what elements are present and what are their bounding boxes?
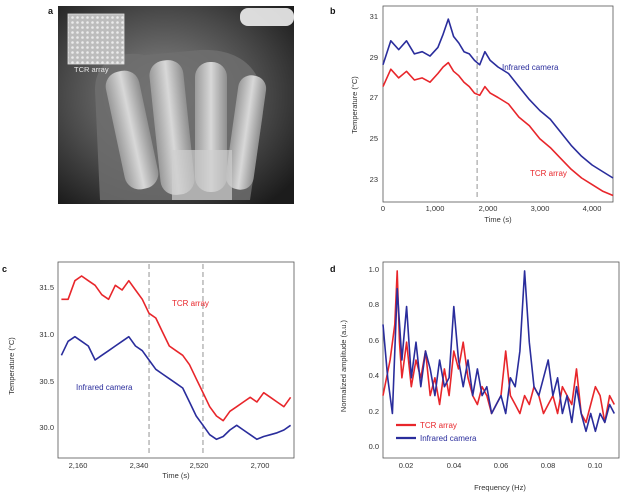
panel-b-annotation-infrared: Infrared camera — [502, 63, 559, 72]
legend-label-infrared: Infrared camera — [420, 434, 477, 443]
panel-b-plot — [382, 8, 614, 200]
panel-b-xtick: 2,000 — [479, 204, 498, 213]
panel-d-ytick: 1.0 — [369, 265, 379, 274]
infrared-hand-image: TCR array — [58, 6, 294, 204]
panel-d-ytick: 0.2 — [369, 407, 379, 416]
panel-d-ytick: 0.8 — [369, 300, 379, 309]
panel-c-ytick: 31.5 — [39, 283, 54, 292]
panel-a-letter: a — [48, 6, 54, 16]
panel-b-xtick: 1,000 — [426, 204, 445, 213]
panel-c-xtick: 2,340 — [130, 461, 149, 470]
panel-b-xtick: 3,000 — [531, 204, 550, 213]
panel-d-ytick: 0.6 — [369, 336, 379, 345]
panel-b-ytick: 23 — [370, 175, 378, 184]
panel-c-xtick: 2,700 — [251, 461, 270, 470]
panel-d-plot — [382, 270, 616, 433]
panel-b-xlabel: Time (s) — [484, 215, 512, 224]
panel-d-xtick: 0.04 — [447, 461, 462, 470]
panel-c-xticks: 2,160 2,340 2,520 2,700 — [69, 461, 270, 470]
panel-c-letter: c — [2, 264, 7, 274]
panel-c-ytick: 31.0 — [39, 330, 54, 339]
panel-c-series-tcr-array — [61, 275, 292, 422]
panel-b-series-tcr-array — [382, 61, 614, 197]
panel-c-frame — [57, 261, 295, 459]
panel-b-ylabel: Temperature (°C) — [350, 76, 359, 134]
panel-d-ylabel: Normalized amplitude (a.u.) — [339, 319, 348, 412]
panel-c-ylabel: Temperature (°C) — [7, 337, 16, 395]
panel-d: d Normalized amplitude (a.u.) Frequency … — [330, 261, 620, 492]
panel-b-yticks: 31 29 27 25 23 — [370, 12, 378, 184]
panel-d-legend: TCR array Infrared camera — [396, 421, 477, 443]
panel-b: b Temperature (°C) Time (s) Infrared cam… — [330, 5, 614, 224]
panel-d-xtick: 0.08 — [541, 461, 556, 470]
panel-d-frame — [382, 261, 620, 459]
panel-d-ytick: 0.0 — [369, 442, 379, 451]
panel-c-yticks: 30.0 30.5 31.0 31.5 — [39, 283, 54, 432]
panel-b-xticks: 0 1,000 2,000 3,000 4,000 — [381, 204, 601, 213]
panel-d-ytick: 0.4 — [369, 371, 379, 380]
panel-d-xtick: 0.06 — [494, 461, 509, 470]
panel-b-xtick: 4,000 — [583, 204, 602, 213]
panel-d-xticks: 0.02 0.04 0.06 0.08 0.10 — [399, 461, 603, 470]
panel-c-xtick: 2,160 — [69, 461, 88, 470]
panel-c-plot — [60, 264, 292, 456]
panel-c: c Temperature (°C) Time (s) TCR array In… — [2, 261, 295, 480]
panel-b-annotation-tcr: TCR array — [530, 169, 567, 178]
panel-a: a TCR array — [48, 6, 294, 204]
panel-c-series-infrared-camera — [60, 335, 292, 441]
panel-b-ytick: 29 — [370, 53, 378, 62]
panel-b-ytick: 27 — [370, 93, 378, 102]
panel-d-xtick: 0.10 — [588, 461, 603, 470]
panel-d-xlabel: Frequency (Hz) — [474, 483, 526, 492]
panel-c-annotation-tcr: TCR array — [172, 299, 209, 308]
panel-b-series-infrared-camera — [382, 18, 614, 179]
panel-c-annotation-infrared: Infrared camera — [76, 383, 133, 392]
panel-b-ytick: 31 — [370, 12, 378, 21]
panel-c-xlabel: Time (s) — [162, 471, 190, 480]
legend-label-tcr: TCR array — [420, 421, 457, 430]
panel-b-letter: b — [330, 6, 336, 16]
panel-d-yticks: 0.0 0.2 0.4 0.6 0.8 1.0 — [369, 265, 379, 451]
panel-b-ytick: 25 — [370, 134, 378, 143]
panel-b-xtick: 0 — [381, 204, 385, 213]
panel-c-ytick: 30.5 — [39, 377, 54, 386]
panel-b-frame — [382, 5, 614, 203]
panel-c-xtick: 2,520 — [190, 461, 209, 470]
panel-d-xtick: 0.02 — [399, 461, 414, 470]
panel-c-ytick: 30.0 — [39, 423, 54, 432]
tcr-array-overlay — [67, 13, 125, 65]
panel-d-letter: d — [330, 264, 336, 274]
panel-d-series-infrared-camera — [382, 270, 616, 433]
tcr-array-label: TCR array — [74, 65, 109, 74]
